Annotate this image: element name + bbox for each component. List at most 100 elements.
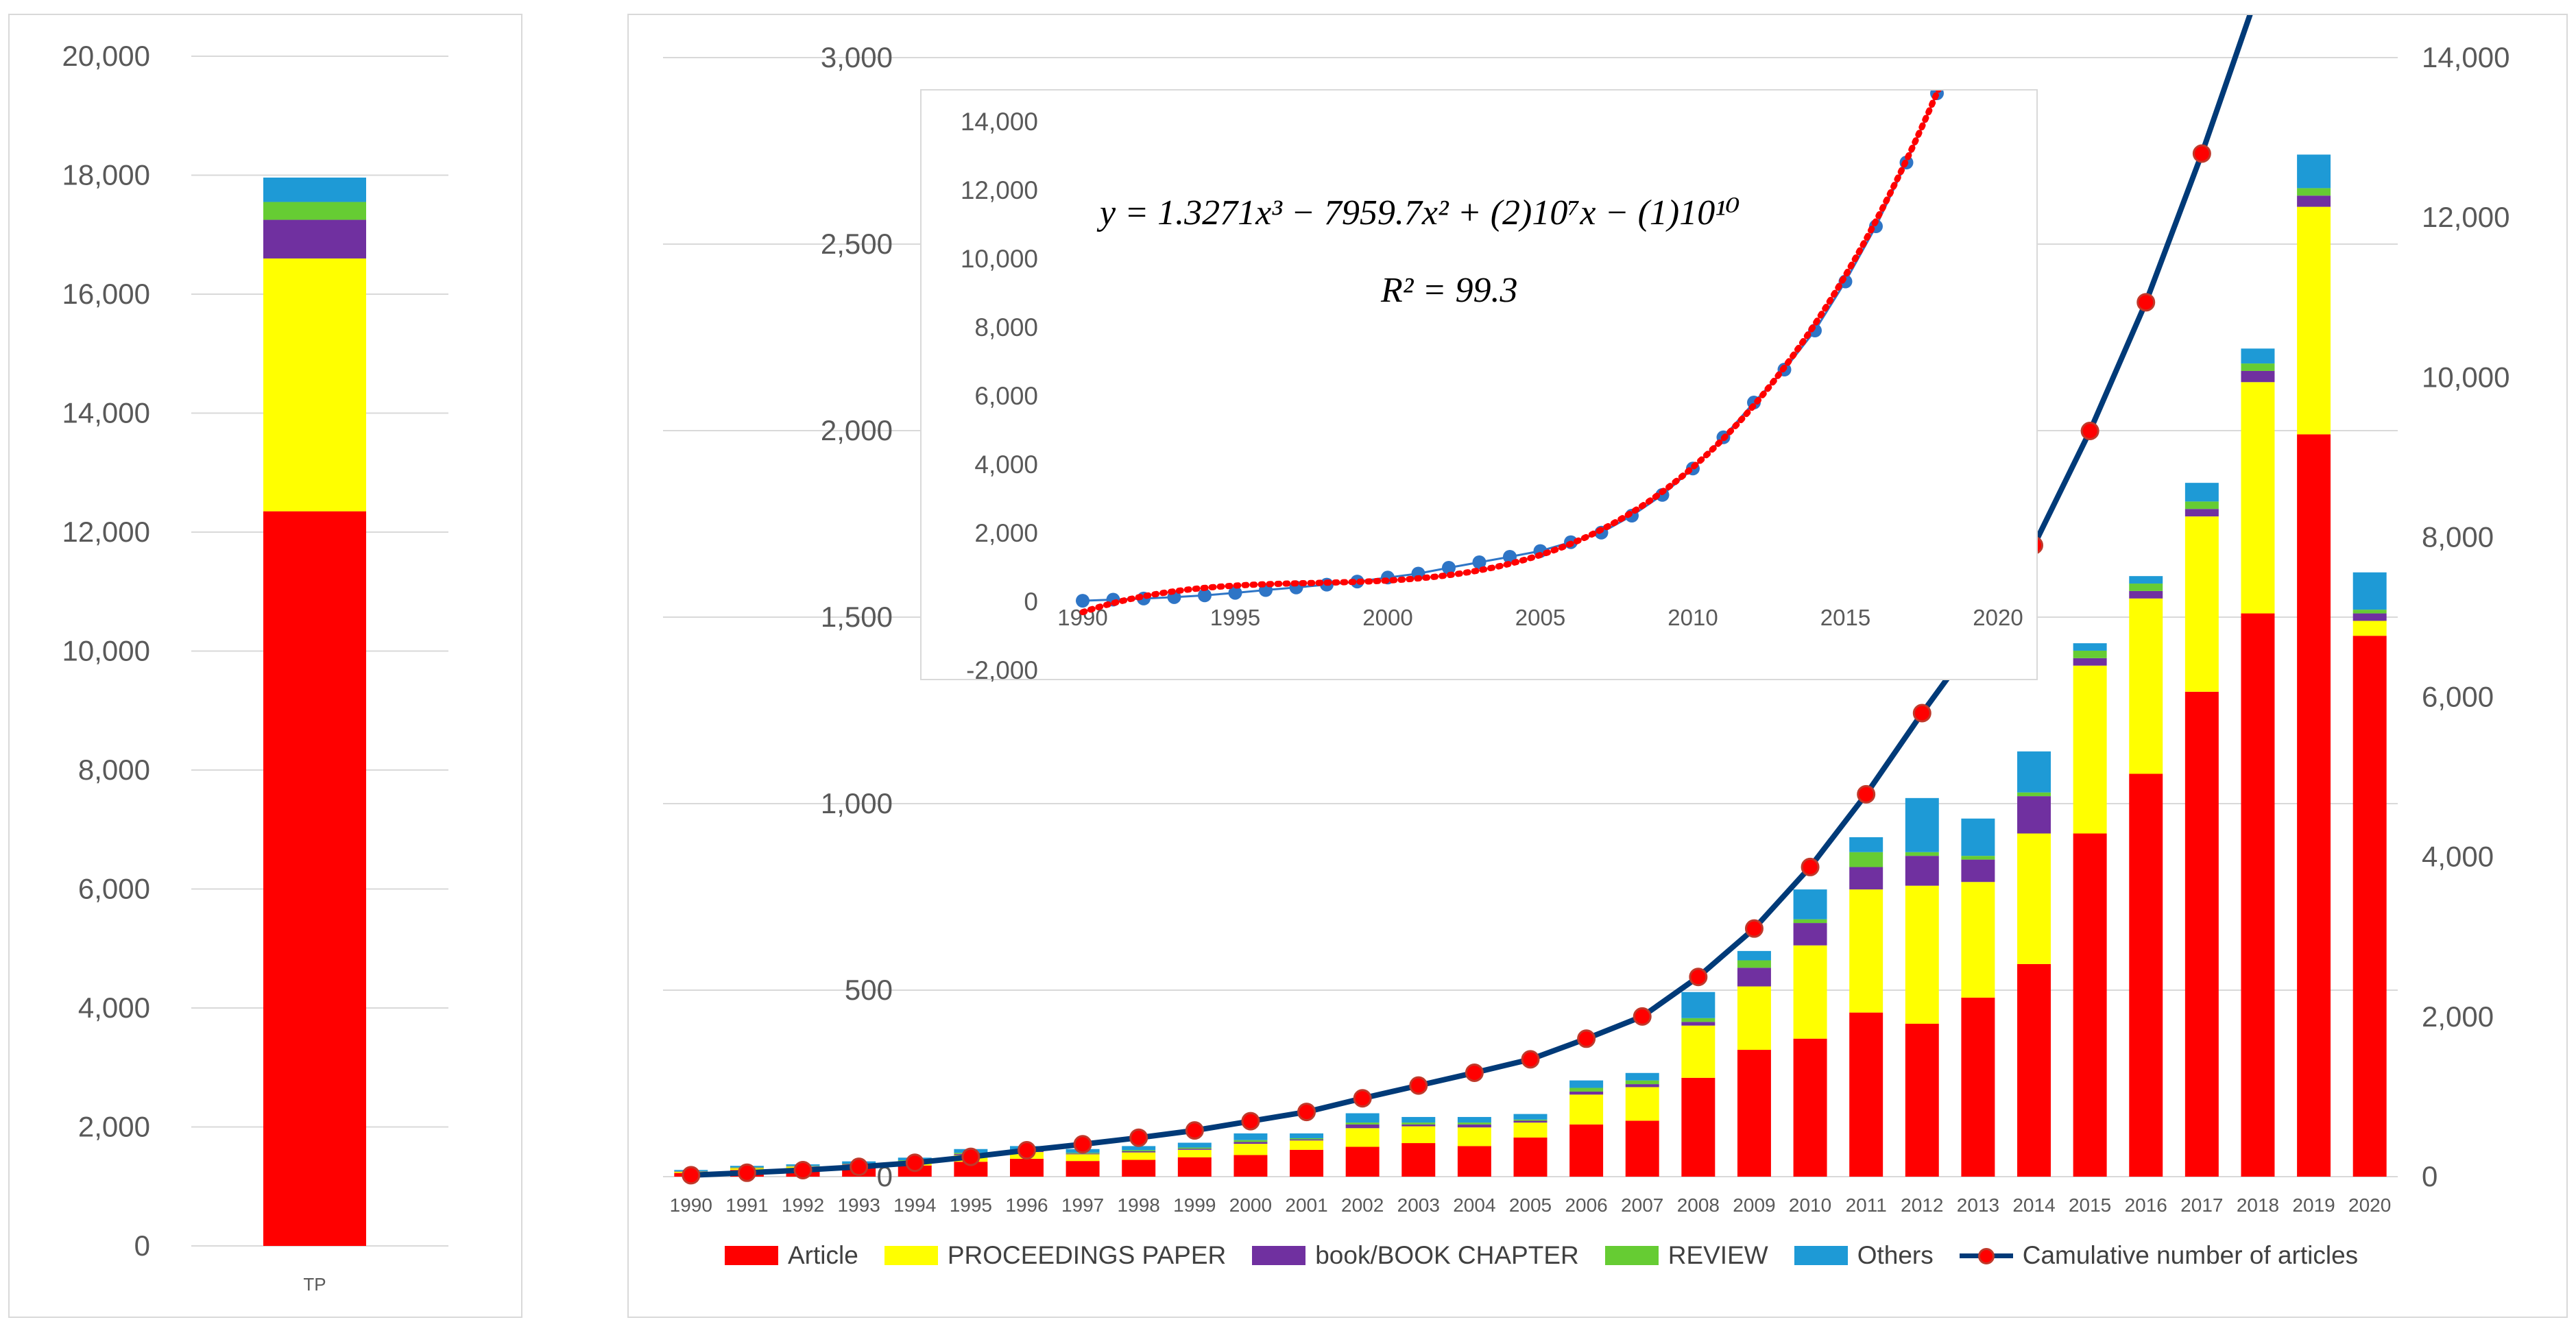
x-tick-label: 1995: [950, 1194, 992, 1216]
x-tick-label: 2009: [1733, 1194, 1775, 1216]
bar-segment-others: [1849, 837, 1883, 852]
bar-segment-others: [1681, 992, 1716, 1018]
bar-segment-review: [263, 202, 366, 220]
y2-tick-label: 8,000: [2422, 520, 2494, 553]
cumulative-point: [1577, 1029, 1596, 1048]
bar-segment-others: [2073, 643, 2107, 651]
bar-segment-article: [263, 511, 366, 1247]
bar-segment-book-book-chapter: [1177, 1149, 1212, 1150]
bar-segment-article: [1513, 1137, 1548, 1177]
bar-segment-proceedings-paper: [1177, 1149, 1212, 1157]
y2-tick-label: 12,000: [2422, 201, 2509, 233]
y-tick-label: 2,000: [821, 414, 893, 446]
inset-y-tick-label: 0: [1024, 588, 1038, 616]
bar-segment-others: [1905, 797, 1939, 852]
cumulative-point: [737, 1163, 756, 1182]
x-tick-label: 2000: [1229, 1194, 1272, 1216]
bar-segment-review: [1737, 960, 1771, 968]
legend-swatch-article: [725, 1246, 778, 1265]
bar-segment-book-book-chapter: [2017, 796, 2051, 834]
inset-trendline: [1079, 91, 1942, 616]
cumulative-point: [1912, 704, 1931, 723]
bar-segment-proceedings-paper: [1625, 1087, 1659, 1121]
legend-item-cumulative: Camulative number of articles: [1959, 1241, 2358, 1270]
bar-segment-book-book-chapter: [1513, 1120, 1548, 1123]
cumulative-point: [2192, 144, 2211, 163]
bar-segment-review: [2297, 188, 2331, 196]
x-tick-label: 1999: [1173, 1194, 1216, 1216]
bar-segment-book-book-chapter: [1961, 859, 1995, 882]
y-tick-label: 16,000: [62, 278, 150, 310]
bar-segment-others: [1122, 1146, 1156, 1151]
inset-x-tick-label: 2015: [1820, 605, 1870, 630]
x-tick-label: 2008: [1677, 1194, 1720, 1216]
bar-segment-proceedings-paper: [1066, 1154, 1100, 1162]
bar-segment-others: [1290, 1133, 1324, 1138]
x-tick-label: 1990: [670, 1194, 712, 1216]
cumulative-point: [1633, 1007, 1652, 1026]
inset-x-tick-label: 1995: [1210, 605, 1260, 630]
bar-segment-review: [1569, 1088, 1604, 1092]
bar-segment-article: [1010, 1158, 1044, 1177]
bar-segment-proceedings-paper: [1457, 1127, 1491, 1146]
x-tick-label: 2005: [1509, 1194, 1552, 1216]
bar-segment-review: [1457, 1122, 1491, 1125]
bar-segment-review: [1513, 1119, 1548, 1121]
bar-segment-book-book-chapter: [2129, 590, 2163, 599]
x-tick-label: 2003: [1397, 1194, 1440, 1216]
bar-segment-book-book-chapter: [263, 219, 366, 259]
x-tick-label: 2007: [1621, 1194, 1663, 1216]
y-tick-label: 0: [877, 1160, 893, 1192]
y-tick-label: 2,500: [821, 228, 893, 260]
y2-tick-label: 14,000: [2422, 41, 2509, 73]
bar-segment-article: [1625, 1120, 1659, 1177]
y-tick-label: 500: [845, 974, 893, 1006]
x-tick-label: 1991: [725, 1194, 768, 1216]
bar-segment-article: [1569, 1124, 1604, 1177]
cumulative-point: [1689, 968, 1708, 987]
bar-segment-proceedings-paper: [1961, 882, 1995, 998]
y-tick-label: 2,000: [78, 1111, 150, 1143]
cumulative-point: [1185, 1121, 1204, 1140]
y-tick-label: 12,000: [62, 516, 150, 548]
legend-label-others: Others: [1857, 1241, 1934, 1269]
y-tick-label: 3,000: [821, 41, 893, 73]
bar-segment-book-book-chapter: [2184, 509, 2219, 517]
inset-y-tick-label: 12,000: [961, 176, 1038, 204]
bar-segment-article: [1457, 1146, 1491, 1177]
bar-segment-review: [2352, 610, 2387, 614]
cumulative-point: [1353, 1089, 1372, 1108]
x-tick-label: 2017: [2180, 1194, 2223, 1216]
bar-segment-proceedings-paper: [2352, 621, 2387, 636]
bar-segment-article: [1122, 1160, 1156, 1177]
bar-segment-proceedings-paper: [2129, 598, 2163, 774]
y-tick-label: 10,000: [62, 635, 150, 667]
bar-segment-review: [1905, 852, 1939, 856]
inset-y-tick-label: 2,000: [974, 519, 1038, 547]
bar-segment-others: [1513, 1114, 1548, 1120]
bar-segment-article: [2352, 636, 2387, 1177]
y2-tick-label: 4,000: [2422, 841, 2494, 873]
bar-segment-others: [2241, 348, 2275, 364]
annual-publications-svg: 0 500 1,000 1,500 2,000 2,500 3,000 0 2,000 4,000…: [663, 15, 2509, 1216]
inset-data-point: [1442, 561, 1456, 575]
inset-x-tick-label: 2005: [1515, 605, 1565, 630]
bar-segment-proceedings-paper: [1793, 945, 1827, 1039]
x-tick-label: 2002: [1341, 1194, 1384, 1216]
inset-x-tick-label: 2000: [1362, 605, 1412, 630]
legend-label-review: REVIEW: [1668, 1241, 1768, 1269]
bar-segment-book-book-chapter: [1849, 867, 1883, 890]
y-tick-label: 8,000: [78, 754, 150, 786]
y-tick-label: 0: [134, 1229, 150, 1262]
bar-segment-book-book-chapter: [1290, 1139, 1324, 1141]
inset-x-tick-label: 2020: [1973, 605, 2023, 630]
x-tick-label: 2015: [2069, 1194, 2111, 1216]
total-publications-svg: 0 2,000 4,000 6,000 8,000 10,000 12,000 14,000 1…: [62, 40, 448, 1295]
bar-segment-review: [1961, 856, 1995, 860]
bar-segment-others: [2297, 154, 2331, 189]
total-publications-chart: 0 2,000 4,000 6,000 8,000 10,000 12,000 14,000 1…: [8, 14, 522, 1318]
bar-segment-article: [2017, 963, 2051, 1177]
bar-segment-article: [1177, 1157, 1212, 1177]
y2-tick-label: 2,000: [2422, 1000, 2494, 1033]
y-tick-label: 14,000: [62, 397, 150, 429]
